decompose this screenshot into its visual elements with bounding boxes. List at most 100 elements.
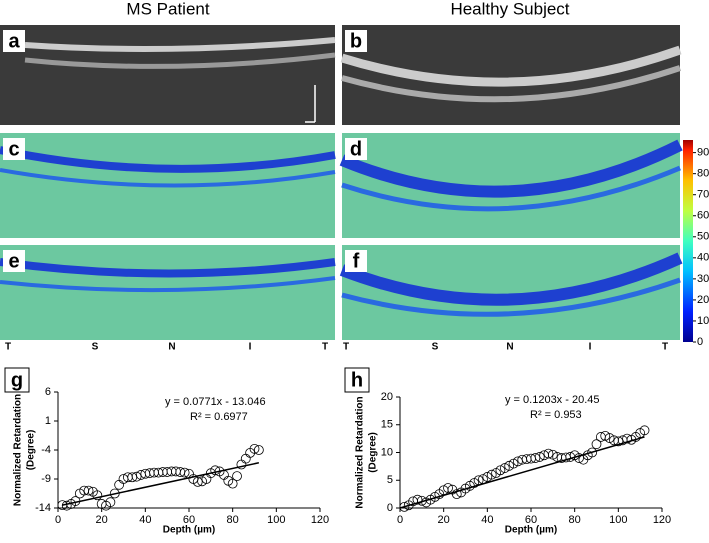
point bbox=[412, 494, 423, 505]
colorbar-tick-label: 60 bbox=[697, 210, 709, 222]
fit-r2: R² = 0.6977 bbox=[190, 411, 248, 423]
x-tick-label: 20 bbox=[96, 514, 108, 526]
colorbar-tick-label: 90 bbox=[697, 147, 709, 159]
y-axis-label: Normalized Retardation bbox=[355, 396, 366, 508]
point bbox=[443, 483, 453, 493]
point bbox=[534, 452, 545, 462]
colorbar-tick-label: 30 bbox=[697, 273, 709, 285]
y-axis-label: (Degree) bbox=[368, 432, 379, 473]
point bbox=[591, 439, 602, 450]
point bbox=[179, 467, 190, 478]
point bbox=[249, 443, 260, 454]
panel-label-box bbox=[3, 138, 25, 160]
point bbox=[482, 472, 493, 482]
point bbox=[227, 478, 238, 489]
panel-label-box bbox=[344, 367, 370, 393]
panel-label-box bbox=[345, 250, 367, 272]
x-axis-label: Depth (µm) bbox=[505, 525, 557, 536]
point bbox=[543, 448, 554, 459]
panel-label: h bbox=[351, 369, 363, 391]
y-tick-label: -9 bbox=[41, 473, 51, 485]
region-label: I bbox=[589, 342, 592, 353]
panel-label-box bbox=[3, 250, 25, 272]
y-tick-label: 1 bbox=[45, 415, 51, 427]
region-label: T bbox=[343, 342, 349, 353]
panel-label-box bbox=[345, 30, 367, 52]
point bbox=[83, 485, 94, 496]
fit-line bbox=[62, 462, 260, 506]
panel-label-box bbox=[3, 30, 25, 52]
panel-label-box bbox=[4, 367, 30, 393]
x-tick-label: 0 bbox=[397, 514, 403, 526]
panel-label: e bbox=[8, 250, 19, 272]
point bbox=[499, 463, 510, 473]
x-tick-label: 20 bbox=[438, 514, 450, 526]
colorbar-tick-label: 80 bbox=[697, 168, 709, 180]
point bbox=[587, 447, 598, 458]
point bbox=[240, 453, 251, 464]
region-label: N bbox=[168, 342, 175, 353]
region-label: N bbox=[506, 342, 513, 353]
y-tick-label: 6 bbox=[45, 386, 51, 398]
y-axis-label: Normalized Retardation bbox=[13, 394, 24, 506]
point bbox=[495, 465, 506, 476]
x-tick-label: 100 bbox=[267, 514, 285, 526]
panel-label: d bbox=[350, 138, 362, 160]
point bbox=[486, 469, 497, 480]
fit-line bbox=[399, 436, 645, 509]
y-tick-label: -14 bbox=[35, 502, 51, 514]
region-label: T bbox=[322, 342, 328, 353]
column-header: MS Patient bbox=[126, 0, 209, 18]
y-tick-label: 15 bbox=[381, 419, 393, 431]
colorbar-tick-label: 50 bbox=[697, 231, 709, 243]
panel-label: c bbox=[8, 138, 19, 160]
panel-label-box bbox=[345, 138, 367, 160]
panel-label: b bbox=[350, 30, 362, 52]
x-tick-label: 40 bbox=[481, 514, 493, 526]
y-tick-label: 10 bbox=[381, 446, 393, 458]
point bbox=[399, 501, 410, 512]
y-tick-label: -4 bbox=[41, 444, 51, 456]
y-tick-label: 20 bbox=[381, 391, 393, 403]
x-tick-label: 0 bbox=[55, 514, 61, 526]
point bbox=[210, 465, 221, 476]
point bbox=[131, 471, 142, 482]
fit-r2: R² = 0.953 bbox=[530, 409, 582, 421]
x-tick-label: 40 bbox=[139, 514, 151, 526]
point bbox=[600, 430, 611, 441]
fit-equation: y = 0.1203x - 20.45 bbox=[505, 394, 599, 406]
panel-label: a bbox=[8, 30, 20, 52]
point bbox=[92, 490, 103, 501]
colorbar-tick-label: 0 bbox=[697, 336, 703, 348]
panel-label: f bbox=[353, 250, 360, 272]
region-label: I bbox=[249, 342, 252, 353]
colorbar-tick-label: 20 bbox=[697, 294, 709, 306]
region-label: T bbox=[5, 342, 11, 353]
point bbox=[114, 479, 125, 490]
region-label: T bbox=[662, 342, 668, 353]
x-tick-label: 80 bbox=[227, 514, 239, 526]
oct-images bbox=[0, 25, 693, 342]
region-label: S bbox=[92, 342, 99, 353]
point bbox=[451, 489, 462, 500]
point bbox=[232, 471, 242, 482]
panel-label: g bbox=[11, 369, 23, 391]
colorbar-tick-label: 70 bbox=[697, 189, 709, 201]
point bbox=[192, 476, 203, 487]
region-label: S bbox=[432, 342, 439, 353]
y-axis-label: (Degree) bbox=[26, 430, 37, 471]
y-tick-label: 0 bbox=[387, 502, 393, 514]
fit-equation: y = 0.0771x - 13.046 bbox=[165, 396, 266, 408]
point bbox=[504, 460, 515, 471]
point bbox=[508, 458, 519, 469]
point bbox=[105, 497, 116, 508]
x-tick-label: 80 bbox=[569, 514, 581, 526]
x-tick-label: 120 bbox=[311, 514, 329, 526]
x-axis-label: Depth (µm) bbox=[163, 525, 215, 536]
point bbox=[253, 445, 264, 455]
y-tick-label: 5 bbox=[387, 474, 393, 486]
x-tick-label: 60 bbox=[525, 514, 537, 526]
colorbar-tick-label: 10 bbox=[697, 315, 709, 327]
point bbox=[530, 453, 541, 463]
